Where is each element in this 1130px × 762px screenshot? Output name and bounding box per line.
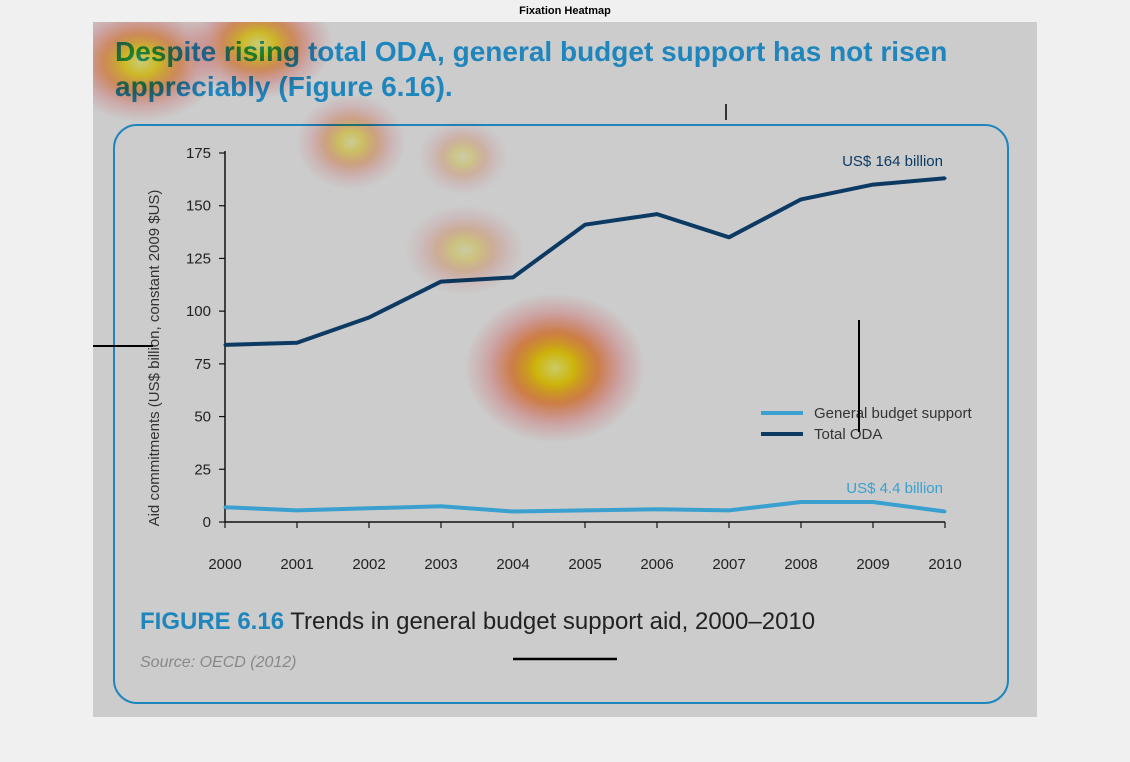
x-tick-label: 2006 xyxy=(640,556,673,573)
heat-blob-5 xyxy=(405,205,525,295)
caption-text: Trends in general budget support aid, 20… xyxy=(290,608,816,635)
y-tick-label: 25 xyxy=(194,461,211,478)
annotation-gbs: US$ 4.4 billion xyxy=(846,480,943,497)
data-point xyxy=(439,504,443,508)
data-point xyxy=(583,508,587,512)
data-point xyxy=(727,508,731,512)
x-tick-label: 2005 xyxy=(568,556,601,573)
data-point xyxy=(367,506,371,510)
gaze-marks xyxy=(93,104,860,661)
line-chart: 0 25 50 75 100 125 150 175 2000 2001 2002 2003 2004 2… xyxy=(93,22,972,661)
data-point xyxy=(295,341,299,345)
figure-title: Fixation Heatmap xyxy=(519,5,611,17)
y-tick-label: 150 xyxy=(186,198,211,215)
heat-blob-4 xyxy=(418,119,508,195)
data-point xyxy=(727,235,731,239)
data-point xyxy=(295,508,299,512)
legend-label-total-oda: Total ODA xyxy=(814,426,882,443)
x-tick-label: 2007 xyxy=(712,556,745,573)
x-tick-label: 2002 xyxy=(352,556,385,573)
figure-caption: FIGURE 6.16 Trends in general budget sup… xyxy=(140,608,815,636)
data-point xyxy=(799,500,803,504)
annotation-total-oda: US$ 164 billion xyxy=(842,153,943,170)
data-point xyxy=(367,315,371,319)
x-tick-label: 2001 xyxy=(280,556,313,573)
y-tick-label: 75 xyxy=(194,356,211,373)
caption-label: FIGURE 6.16 xyxy=(140,608,285,635)
x-tick-label: 2000 xyxy=(208,556,241,573)
chart-axes: 0 25 50 75 100 125 150 175 2000 2001 2002 2003 2004 2… xyxy=(186,145,962,573)
x-tick-label: 2008 xyxy=(784,556,817,573)
source-note: Source: OECD (2012) xyxy=(140,654,297,671)
data-point xyxy=(871,183,875,187)
y-tick-label: 175 xyxy=(186,145,211,162)
data-point xyxy=(223,343,227,347)
x-tick-label: 2009 xyxy=(856,556,889,573)
data-point xyxy=(799,197,803,201)
heat-blob-2 xyxy=(183,22,333,99)
data-point xyxy=(511,509,515,513)
series-layer xyxy=(223,176,947,514)
data-point xyxy=(583,223,587,227)
data-point xyxy=(655,212,659,216)
chart-card xyxy=(113,124,1009,704)
data-point xyxy=(655,507,659,511)
x-tick-label: 2003 xyxy=(424,556,457,573)
legend-label-gbs: General budget support xyxy=(814,405,972,422)
y-tick-label: 50 xyxy=(194,409,211,426)
stimulus-panel: Despite rising total ODA, general budget… xyxy=(93,22,1037,717)
y-tick-label: 125 xyxy=(186,250,211,267)
data-point xyxy=(943,176,947,180)
y-tick-label: 0 xyxy=(203,514,211,531)
y-axis-label: Aid commitments (US$ billion, constant 2… xyxy=(146,190,163,527)
data-point xyxy=(943,509,947,513)
heat-blob-6 xyxy=(465,293,645,443)
data-point xyxy=(223,505,227,509)
x-tick-label: 2004 xyxy=(496,556,529,573)
y-tick-label: 100 xyxy=(186,303,211,320)
data-point xyxy=(871,500,875,504)
x-tick-label: 2010 xyxy=(928,556,961,573)
labels-layer: Aid commitments (US$ billion, constant 2… xyxy=(146,153,972,526)
heat-blob-3 xyxy=(296,94,406,190)
heatmap-overlay xyxy=(93,22,645,443)
